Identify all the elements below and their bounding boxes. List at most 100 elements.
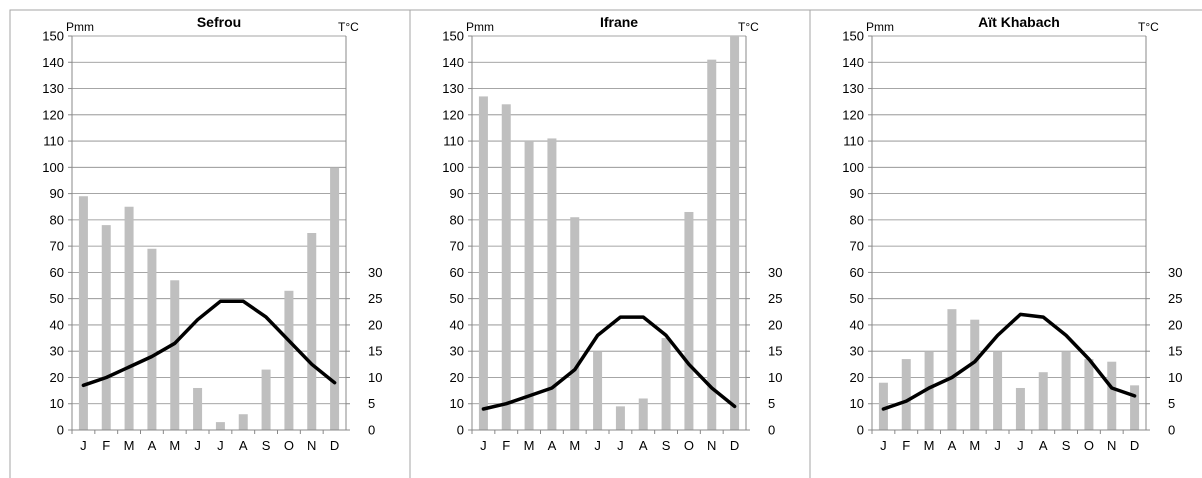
y-tick-label: 60 bbox=[450, 265, 464, 280]
y-tick-label: 0 bbox=[857, 423, 864, 438]
y2-tick-label: 5 bbox=[368, 396, 375, 411]
y2-tick-label: 0 bbox=[368, 423, 375, 438]
x-tick-label: A bbox=[239, 438, 248, 453]
panel-border bbox=[9, 9, 411, 478]
y-tick-label: 100 bbox=[42, 160, 64, 175]
y-tick-label: 120 bbox=[442, 107, 464, 122]
y-tick-label: 20 bbox=[50, 370, 64, 385]
y2-tick-label: 5 bbox=[1168, 396, 1175, 411]
y-tick-label: 30 bbox=[850, 344, 864, 359]
x-tick-label: J bbox=[480, 438, 487, 453]
y2-tick-label: 0 bbox=[768, 423, 775, 438]
y2-tick-label: 30 bbox=[768, 265, 782, 280]
temperature-line bbox=[881, 312, 1137, 411]
precip-bar bbox=[924, 351, 934, 430]
precip-bar bbox=[878, 382, 888, 430]
x-tick-label: A bbox=[148, 438, 157, 453]
x-tick-label: J bbox=[617, 438, 624, 453]
x-tick-label: J bbox=[194, 438, 201, 453]
y-axis-label: Pmm bbox=[466, 20, 494, 34]
y2-tick-label: 25 bbox=[1168, 291, 1182, 306]
y-tick-label: 60 bbox=[850, 265, 864, 280]
y2-tick-label: 25 bbox=[368, 291, 382, 306]
x-tick-label: N bbox=[1107, 438, 1116, 453]
x-tick-label: A bbox=[639, 438, 648, 453]
precip-bar bbox=[593, 351, 603, 430]
y-tick-label: 0 bbox=[57, 423, 64, 438]
x-tick-label: M bbox=[969, 438, 980, 453]
y-tick-label: 150 bbox=[442, 29, 464, 44]
y2-tick-label: 15 bbox=[768, 344, 782, 359]
precip-bar bbox=[993, 351, 1003, 430]
precip-bar bbox=[1061, 351, 1071, 430]
x-tick-label: F bbox=[902, 438, 910, 453]
panel-border bbox=[409, 9, 811, 478]
y-tick-label: 80 bbox=[50, 212, 64, 227]
y-tick-label: 90 bbox=[850, 186, 864, 201]
precip-bar bbox=[215, 422, 225, 430]
precip-bar bbox=[547, 138, 557, 430]
chart-panel-3: 0 10 20 30 40 50 60 70 80 90 100 110 120 130 140 150 0 5 1… bbox=[809, 9, 1202, 478]
x-tick-label: M bbox=[169, 438, 180, 453]
y2-tick-label: 20 bbox=[1168, 317, 1182, 332]
y-tick-label: 50 bbox=[450, 291, 464, 306]
y2-tick-label: 10 bbox=[1168, 370, 1182, 385]
y-tick-label: 10 bbox=[850, 396, 864, 411]
x-tick-label: A bbox=[948, 438, 957, 453]
precip-bar bbox=[170, 280, 180, 430]
chart-title: Aït Khabach bbox=[978, 14, 1060, 30]
precip-bar bbox=[307, 233, 317, 430]
x-tick-label: M bbox=[124, 438, 135, 453]
precip-bar bbox=[261, 369, 271, 430]
chart-title: Ifrane bbox=[600, 14, 638, 30]
precip-bar bbox=[970, 319, 980, 430]
x-tick-label: M bbox=[524, 438, 535, 453]
precip-bar bbox=[78, 196, 88, 430]
y2-tick-label: 30 bbox=[1168, 265, 1182, 280]
y-tick-label: 20 bbox=[850, 370, 864, 385]
x-tick-label: M bbox=[924, 438, 935, 453]
y2-axis-label: T°C bbox=[338, 20, 359, 34]
y2-tick-label: 30 bbox=[368, 265, 382, 280]
x-tick-label: O bbox=[684, 438, 694, 453]
y-tick-label: 70 bbox=[850, 239, 864, 254]
precip-bar bbox=[947, 309, 957, 430]
x-tick-label: S bbox=[1062, 438, 1071, 453]
x-tick-label: J bbox=[1017, 438, 1024, 453]
x-tick-label: D bbox=[730, 438, 739, 453]
precip-bar bbox=[1038, 372, 1048, 430]
precip-bar bbox=[901, 359, 911, 430]
y-tick-label: 50 bbox=[850, 291, 864, 306]
precip-bar bbox=[124, 206, 134, 430]
y-tick-label: 100 bbox=[842, 160, 864, 175]
precip-bar bbox=[661, 338, 671, 430]
precip-bar bbox=[570, 217, 580, 430]
precip-bar bbox=[478, 96, 488, 430]
y-tick-label: 110 bbox=[843, 134, 864, 149]
y-tick-label: 120 bbox=[842, 107, 864, 122]
y-tick-label: 130 bbox=[842, 81, 864, 96]
y-tick-label: 60 bbox=[50, 265, 64, 280]
y-tick-label: 110 bbox=[43, 134, 64, 149]
temperature-line bbox=[481, 315, 737, 411]
x-tick-label: F bbox=[102, 438, 110, 453]
precip-bar bbox=[1015, 387, 1025, 430]
y-tick-label: 40 bbox=[450, 317, 464, 332]
x-tick-label: J bbox=[994, 438, 1001, 453]
y-tick-label: 130 bbox=[42, 81, 64, 96]
panel-border bbox=[809, 9, 1202, 478]
chart-panel-1: 0 10 20 30 40 50 60 70 80 90 100 110 120 130 140 150 0 5 1… bbox=[9, 9, 411, 478]
y-tick-label: 140 bbox=[442, 55, 464, 70]
precip-bar bbox=[684, 211, 694, 430]
y2-tick-label: 25 bbox=[768, 291, 782, 306]
chart-panel-2: 0 10 20 30 40 50 60 70 80 90 100 110 120 130 140 150 0 5 1… bbox=[409, 9, 811, 478]
x-tick-label: J bbox=[217, 438, 224, 453]
y-tick-label: 100 bbox=[442, 160, 464, 175]
y2-tick-label: 0 bbox=[1168, 423, 1175, 438]
y-tick-label: 70 bbox=[450, 239, 464, 254]
y-tick-label: 90 bbox=[50, 186, 64, 201]
x-tick-label: D bbox=[1130, 438, 1139, 453]
precip-bar bbox=[330, 167, 340, 431]
y-tick-label: 150 bbox=[842, 29, 864, 44]
